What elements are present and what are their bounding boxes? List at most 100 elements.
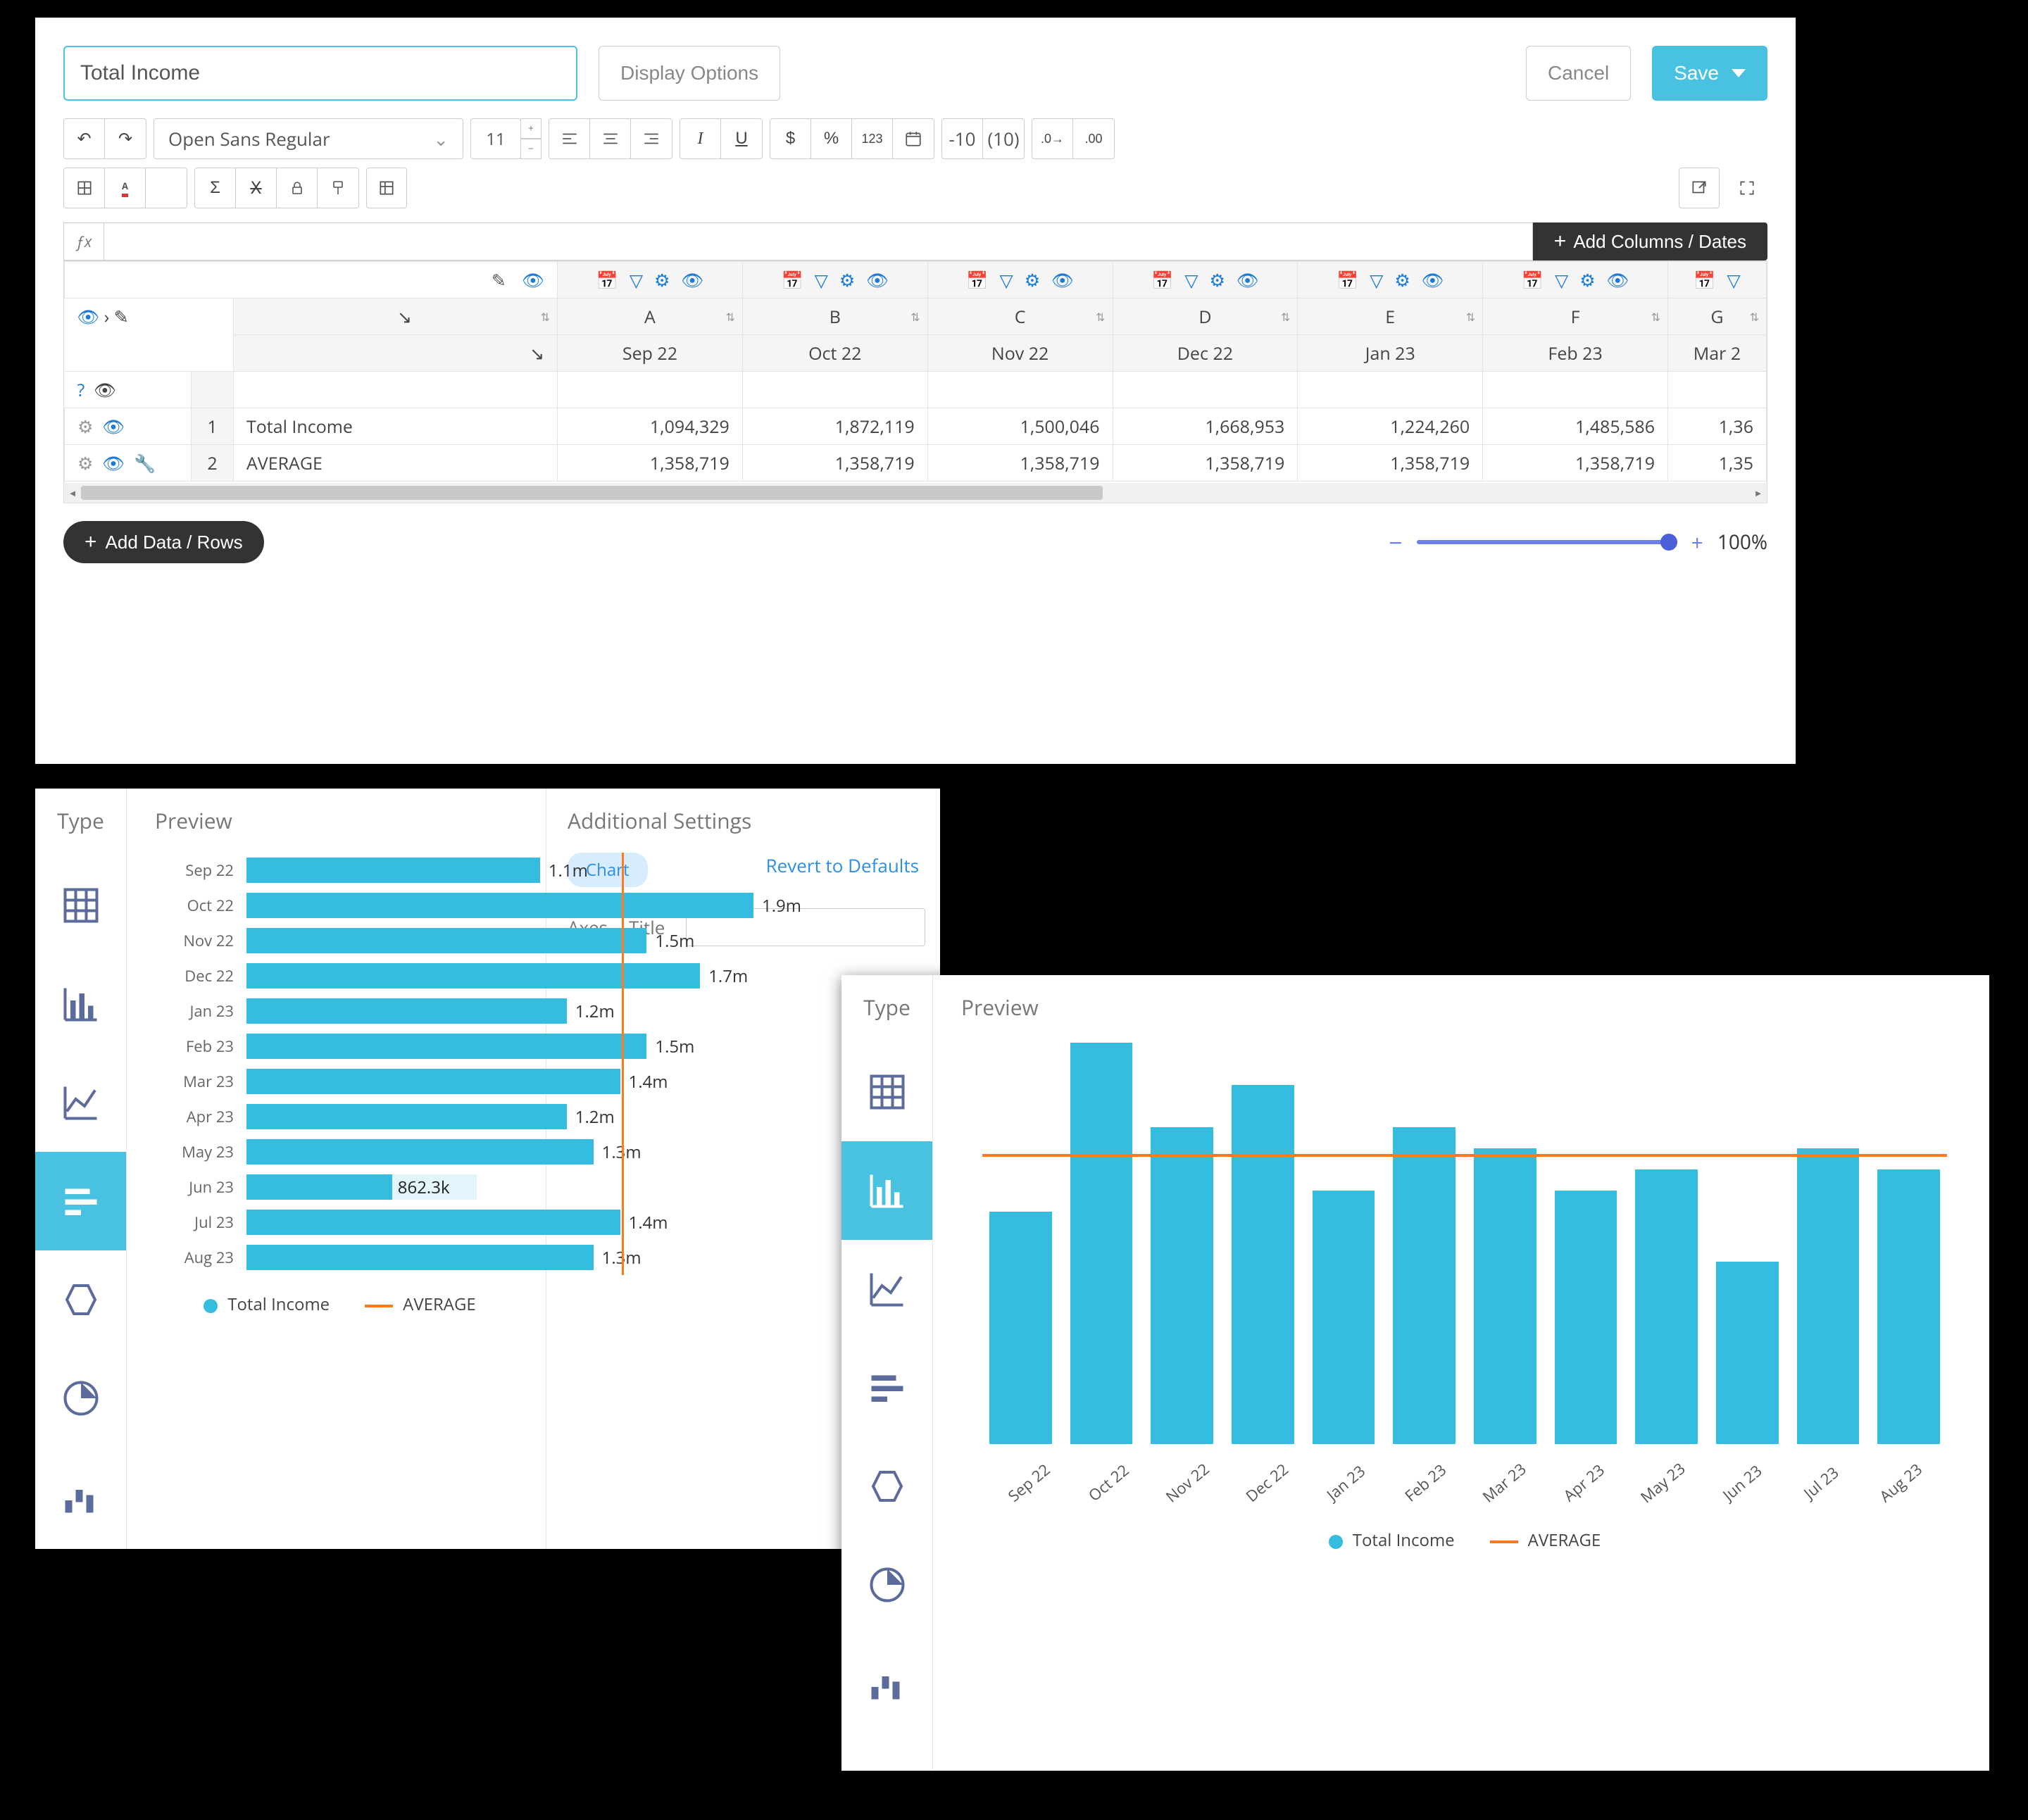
hbar [246, 963, 700, 989]
column-header[interactable]: A⇅ [558, 299, 743, 335]
font-name-label: Open Sans Regular [168, 126, 330, 151]
zoom-out-icon[interactable]: − [1389, 526, 1402, 558]
data-cell[interactable]: 1,358,719 [1113, 445, 1298, 482]
number-button[interactable]: 123 [852, 119, 893, 158]
align-center-button[interactable] [590, 119, 631, 158]
date-button[interactable] [893, 119, 934, 158]
negative-paren-button[interactable]: (10) [983, 119, 1024, 158]
column-header[interactable]: B⇅ [742, 299, 927, 335]
negative-dash-button[interactable]: -10 [942, 119, 983, 158]
table-options-button[interactable] [366, 168, 407, 208]
formula-input[interactable] [104, 222, 1533, 261]
undo-button[interactable]: ↶ [64, 119, 105, 158]
add-rows-label: Add Data / Rows [106, 532, 243, 553]
data-cell[interactable]: 1,358,719 [1483, 445, 1668, 482]
column-header[interactable]: F⇅ [1483, 299, 1668, 335]
align-left-button[interactable] [549, 119, 590, 158]
data-cell[interactable]: 1,36 [1668, 408, 1767, 445]
hbar-value: 862.3k [392, 1174, 519, 1200]
font-select[interactable]: Open Sans Regular ⌄ [154, 118, 463, 159]
zoom-control[interactable]: − + 100% [1389, 526, 1767, 558]
type-pie-button[interactable] [841, 1536, 932, 1634]
column-header[interactable]: C⇅ [927, 299, 1113, 335]
hbar-category: Jan 23 [155, 1000, 246, 1022]
vertical-chart-panel: Type Preview Sep 22Oct 22Nov 22Dec 22Jan… [841, 975, 1989, 1771]
font-size-stepper[interactable]: +− [520, 118, 542, 159]
type-waterfall-button[interactable] [35, 1448, 126, 1546]
revert-defaults-link[interactable]: Revert to Defaults [766, 853, 919, 878]
data-cell[interactable]: 1,094,329 [558, 408, 743, 445]
table-row[interactable]: ⚙ 👁 🔧2AVERAGE1,358,7191,358,7191,358,719… [65, 445, 1767, 482]
month-header[interactable]: Sep 22 [558, 335, 743, 372]
data-grid[interactable]: ✎ 👁 📅▽⚙👁 📅▽⚙👁 📅▽⚙👁 📅▽⚙👁 📅▽⚙👁 📅▽⚙👁 📅▽ 👁 ›… [63, 261, 1767, 503]
type-pie-button[interactable] [35, 1349, 126, 1448]
column-header[interactable]: G⇅ [1668, 299, 1767, 335]
fullscreen-button[interactable] [1727, 168, 1767, 208]
type-hbar-button[interactable] [35, 1152, 126, 1250]
redo-button[interactable]: ↷ [105, 119, 146, 158]
month-header[interactable]: Dec 22 [1113, 335, 1298, 372]
data-cell[interactable]: 1,224,260 [1298, 408, 1483, 445]
clear-format-button[interactable]: Ⅹ [236, 168, 277, 208]
currency-button[interactable]: $ [770, 119, 811, 158]
add-rows-button[interactable]: +Add Data / Rows [63, 521, 264, 563]
underline-button[interactable]: U [721, 119, 762, 158]
fill-color-button[interactable] [146, 168, 187, 208]
formatting-toolbar: ↶ ↷ Open Sans Regular ⌄ 11 +− I U $ % 12… [63, 118, 1767, 159]
type-waterfall-button[interactable] [841, 1634, 932, 1733]
borders-button[interactable] [64, 168, 105, 208]
percent-button[interactable]: % [811, 119, 852, 158]
type-column-button[interactable] [841, 1141, 932, 1240]
font-size-input[interactable]: 11 [470, 118, 521, 159]
type-hex-button[interactable] [841, 1437, 932, 1536]
data-cell[interactable]: 1,358,719 [1298, 445, 1483, 482]
data-cell[interactable]: 1,485,586 [1483, 408, 1668, 445]
export-button[interactable] [1679, 168, 1720, 208]
report-title-input[interactable] [63, 46, 577, 101]
sum-button[interactable]: Σ [195, 168, 236, 208]
eye-icon[interactable]: 👁 [522, 268, 544, 292]
month-header[interactable]: Oct 22 [742, 335, 927, 372]
hbar-row: Jul 231.4m [155, 1205, 525, 1240]
type-table-button[interactable] [841, 1043, 932, 1141]
data-cell[interactable]: 1,668,953 [1113, 408, 1298, 445]
type-line-button[interactable] [35, 1053, 126, 1152]
type-hex-button[interactable] [35, 1250, 126, 1349]
month-header[interactable]: Mar 2 [1668, 335, 1767, 372]
data-cell[interactable]: 1,358,719 [742, 445, 927, 482]
table-row[interactable]: ⚙ 👁1Total Income1,094,3291,872,1191,500,… [65, 408, 1767, 445]
format-painter-button[interactable] [318, 168, 358, 208]
display-options-button[interactable]: Display Options [599, 46, 780, 101]
text-color-button[interactable]: A [105, 168, 146, 208]
data-cell[interactable]: 1,358,719 [558, 445, 743, 482]
column-header[interactable]: D⇅ [1113, 299, 1298, 335]
month-header[interactable]: Feb 23 [1483, 335, 1668, 372]
italic-button[interactable]: I [680, 119, 721, 158]
data-cell[interactable]: 1,500,046 [927, 408, 1113, 445]
horizontal-scrollbar[interactable]: ◄ ► [64, 483, 1767, 503]
vbar [1797, 1148, 1860, 1444]
data-cell[interactable]: 1,358,719 [927, 445, 1113, 482]
month-header[interactable]: Nov 22 [927, 335, 1113, 372]
secondary-toolbar: A Σ Ⅹ [63, 168, 1767, 208]
data-cell[interactable]: 1,872,119 [742, 408, 927, 445]
legend-dot-icon [1329, 1535, 1343, 1549]
data-cell[interactable]: 1,35 [1668, 445, 1767, 482]
decrease-decimal-button[interactable]: .0→ [1032, 119, 1073, 158]
increase-decimal-button[interactable]: .00 [1073, 119, 1114, 158]
add-columns-button[interactable]: +Add Columns / Dates [1533, 222, 1767, 261]
zoom-in-icon[interactable]: + [1691, 528, 1703, 557]
type-hbar-button[interactable] [841, 1338, 932, 1437]
lock-button[interactable] [277, 168, 318, 208]
type-line-button[interactable] [841, 1240, 932, 1338]
cancel-button[interactable]: Cancel [1526, 46, 1631, 101]
zoom-slider[interactable] [1417, 540, 1677, 544]
month-header[interactable]: Jan 23 [1298, 335, 1483, 372]
save-button[interactable]: Save [1652, 46, 1767, 101]
align-right-button[interactable] [631, 119, 672, 158]
fx-icon: ƒx [63, 222, 104, 261]
type-column-button[interactable] [35, 955, 126, 1053]
edit-icon[interactable]: ✎ [492, 268, 506, 292]
column-header[interactable]: E⇅ [1298, 299, 1483, 335]
type-table-button[interactable] [35, 856, 126, 955]
